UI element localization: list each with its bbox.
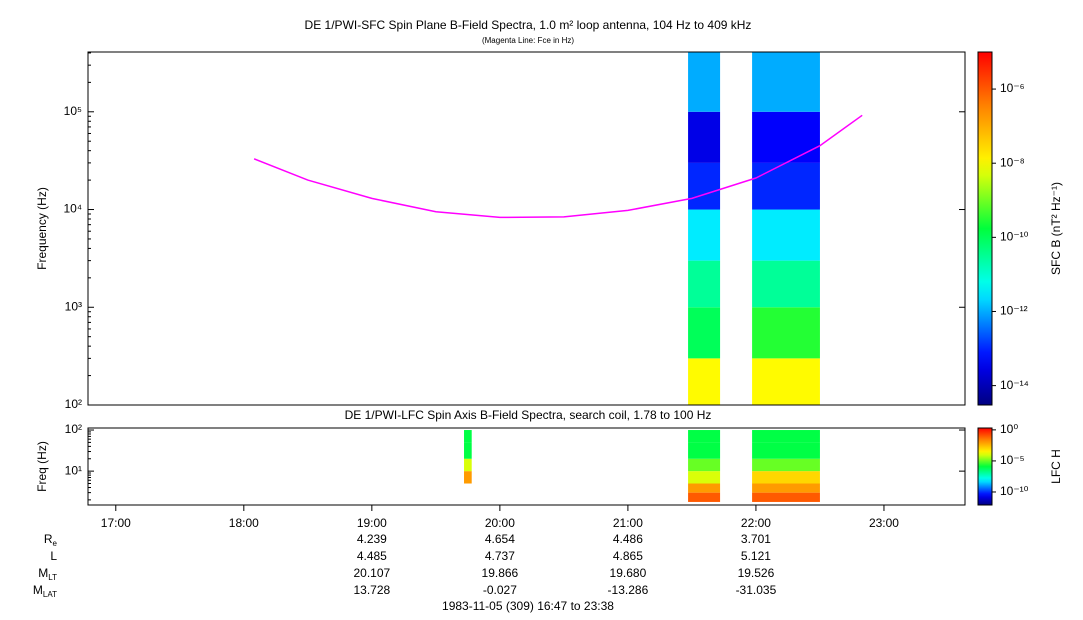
chart-subtitle: (Magenta Line: Fce in Hz) [482,36,574,45]
spectrogram-cell [688,471,721,484]
x-tick-label: 21:00 [613,516,643,530]
x-tick-label: 22:00 [741,516,771,530]
spectrogram-cell [752,52,820,112]
colorbar-tick-label: 10⁻¹⁰ [1000,484,1029,498]
x-tick-label: 23:00 [869,516,899,530]
ephemeris-value: 13.728 [353,583,390,597]
row-label: MLT [38,566,57,582]
row-label-main: R [44,532,53,546]
row-label: MLAT [33,583,57,599]
ephemeris-value: 19.526 [738,566,775,580]
colorbar-label: SFC B (nT² Hz⁻¹) [1049,182,1063,275]
x-tick-label: 20:00 [485,516,515,530]
colorbar-tick-label: 10⁻⁶ [1000,81,1025,95]
row-label-main: M [33,583,43,597]
spectrogram-cell [688,111,721,163]
ephemeris-value: -13.286 [608,583,649,597]
colorbar-tick-label: 10⁻¹⁴ [1000,378,1029,392]
colorbar-label: LFC H [1049,449,1063,484]
ephemeris-value: 4.865 [613,549,643,563]
row-label-sub: LT [48,573,57,582]
plot-frame [87,51,966,406]
ephemeris-value: 5.121 [741,549,771,563]
row-label: L [50,549,57,563]
row-label-main: L [50,549,57,563]
y-tick-label: 10⁴ [63,202,82,216]
x-tick-label: 19:00 [357,516,387,530]
row-label-main: M [38,566,48,580]
spectrogram-cell [688,307,721,359]
spectrogram-cell [464,458,472,472]
colorbar-tick-label: 10⁻⁵ [1000,453,1025,467]
y-axis-label: Frequency (Hz) [35,187,49,270]
ephemeris-value: -31.035 [736,583,777,597]
spectrogram-cell [752,471,820,484]
spectrogram-cell [688,358,721,405]
ephemeris-value: 4.485 [357,549,387,563]
spectrogram-cell [752,358,820,405]
spectrogram-cell [464,430,472,443]
colorbar [977,427,993,506]
spectrogram-cell [688,430,721,443]
y-tick-label: 10¹ [65,463,82,477]
spectrogram-cell [752,430,820,443]
row-label-sub: e [53,539,58,548]
spectrogram-cell [752,111,820,163]
y-tick-label: 10² [65,397,82,411]
spectrogram-cell [464,442,472,459]
spectrogram-cell [464,471,472,484]
y-tick-label: 10⁵ [64,104,82,118]
ephemeris-value: 4.239 [357,532,387,546]
y-axis-label: Freq (Hz) [35,441,49,492]
x-tick-label: 17:00 [101,516,131,530]
spectrogram-cell [688,162,721,210]
footer: 1983-11-05 (309) 16:47 to 23:38 [442,599,614,613]
row-label-sub: LAT [43,590,57,599]
ephemeris-value: 20.107 [353,566,390,580]
colorbar [977,51,993,406]
ephemeris-value: 4.654 [485,532,515,546]
colorbar-tick-label: 10⁻⁸ [1000,155,1025,169]
ephemeris-value: 19.866 [482,566,519,580]
spectrogram-cell [752,260,820,308]
chart-title: DE 1/PWI-SFC Spin Plane B-Field Spectra,… [305,18,752,32]
plot-frame [87,427,966,506]
spectrogram-cell [688,260,721,308]
spectrogram-cell [752,492,820,502]
x-tick-label: 18:00 [229,516,259,530]
spectrogram-cell [752,483,820,493]
row-label: Re [44,532,58,548]
ephemeris-value: 4.737 [485,549,515,563]
chart-title: DE 1/PWI-LFC Spin Axis B-Field Spectra, … [345,408,712,422]
colorbar-tick-label: 10⁰ [1000,422,1018,436]
spectrogram-cell [688,442,721,459]
colorbar-tick-label: 10⁻¹⁰ [1000,230,1029,244]
spectrogram-cell [688,209,721,261]
y-tick-label: 10³ [65,299,82,313]
spectrogram-cell [688,483,721,493]
colorbar-tick-label: 10⁻¹² [1000,304,1028,318]
spectrogram-cell [688,492,721,502]
spectrogram-cell [688,458,721,472]
y-tick-label: 10² [65,422,82,436]
spectrogram-cell [752,442,820,459]
spectrogram-cell [688,52,721,112]
ephemeris-value: 4.486 [613,532,643,546]
spectrogram-cell [752,307,820,359]
spectrogram-cell [752,209,820,261]
ephemeris-value: 19.680 [610,566,647,580]
spectrogram-cell [752,162,820,210]
spectrogram-cell [752,458,820,472]
ephemeris-value: 3.701 [741,532,771,546]
fce-line [253,114,863,219]
ephemeris-value: -0.027 [483,583,517,597]
